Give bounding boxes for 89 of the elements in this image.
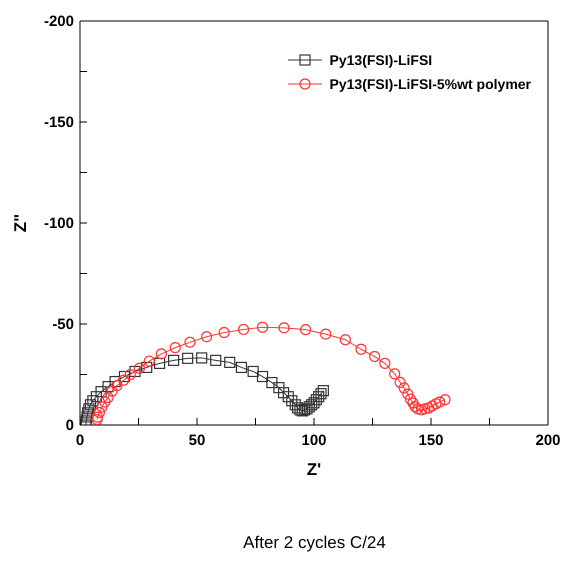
point bbox=[278, 322, 290, 334]
point bbox=[106, 386, 118, 397]
y-tick-label: -150 bbox=[44, 114, 74, 131]
point bbox=[210, 354, 222, 366]
point bbox=[224, 356, 236, 368]
point bbox=[129, 366, 141, 378]
point bbox=[256, 322, 268, 333]
point bbox=[340, 334, 351, 346]
x-tick-label: 50 bbox=[188, 432, 206, 449]
point bbox=[407, 397, 419, 409]
point bbox=[423, 402, 434, 414]
point bbox=[439, 394, 451, 406]
point bbox=[301, 403, 313, 414]
point bbox=[282, 391, 294, 402]
point bbox=[318, 385, 329, 396]
text: After 2 cycles C/24 bbox=[242, 533, 387, 553]
point bbox=[273, 382, 284, 394]
point bbox=[292, 402, 304, 414]
point bbox=[266, 376, 278, 388]
point bbox=[389, 368, 400, 380]
y-tick-label: -200 bbox=[44, 13, 74, 30]
point bbox=[87, 395, 98, 406]
point bbox=[118, 370, 130, 382]
point bbox=[320, 328, 332, 340]
point bbox=[236, 362, 248, 374]
x-tick-label: 100 bbox=[301, 432, 327, 449]
point bbox=[278, 387, 290, 398]
point bbox=[218, 326, 230, 338]
point bbox=[402, 388, 414, 400]
x-axis-title: Z' bbox=[306, 460, 322, 479]
point bbox=[369, 350, 380, 362]
point bbox=[426, 400, 438, 412]
x-tick-label: 150 bbox=[418, 432, 444, 449]
point bbox=[355, 344, 367, 355]
point bbox=[184, 336, 196, 348]
point bbox=[81, 411, 93, 423]
point bbox=[182, 352, 194, 364]
point bbox=[434, 396, 446, 408]
point bbox=[313, 391, 324, 402]
point bbox=[430, 398, 442, 410]
point bbox=[170, 342, 181, 354]
x-tick-label: 0 bbox=[76, 432, 84, 449]
point bbox=[124, 368, 136, 380]
point bbox=[379, 358, 390, 369]
point bbox=[315, 388, 327, 400]
point bbox=[102, 381, 114, 392]
point bbox=[310, 394, 322, 406]
point bbox=[134, 362, 146, 374]
point bbox=[156, 348, 168, 360]
point bbox=[110, 376, 121, 388]
point bbox=[141, 362, 152, 374]
point bbox=[111, 380, 123, 392]
point bbox=[83, 403, 94, 414]
y-axis-title: Z" bbox=[11, 214, 30, 232]
point bbox=[96, 401, 108, 413]
point bbox=[290, 399, 301, 410]
point bbox=[294, 404, 306, 416]
point bbox=[308, 397, 320, 408]
y-tick-label: -50 bbox=[52, 316, 74, 333]
point bbox=[196, 352, 208, 364]
point bbox=[300, 324, 312, 336]
y-tick-label: 0 bbox=[66, 417, 74, 434]
point bbox=[248, 366, 259, 378]
point bbox=[306, 399, 318, 410]
point bbox=[154, 358, 166, 369]
point bbox=[102, 392, 114, 404]
point bbox=[419, 403, 431, 414]
point bbox=[286, 395, 298, 406]
y-tick-label: -100 bbox=[44, 215, 74, 232]
point bbox=[99, 396, 110, 408]
point bbox=[144, 356, 155, 367]
point bbox=[404, 394, 416, 405]
point bbox=[412, 403, 424, 414]
legend-label: Py13(FSI)-LiFSI bbox=[330, 52, 432, 68]
point bbox=[118, 374, 130, 386]
point bbox=[200, 331, 212, 342]
point bbox=[90, 391, 102, 402]
point bbox=[256, 370, 268, 382]
point bbox=[94, 406, 106, 418]
legend-label: Py13(FSI)-LiFSI-5%wt polymer bbox=[330, 76, 531, 92]
x-tick-label: 200 bbox=[535, 432, 561, 449]
point bbox=[394, 376, 406, 388]
point bbox=[416, 404, 428, 416]
point bbox=[168, 354, 180, 366]
point bbox=[398, 382, 410, 394]
point bbox=[95, 386, 107, 398]
point bbox=[84, 399, 96, 410]
point bbox=[409, 401, 421, 412]
point bbox=[238, 324, 250, 336]
